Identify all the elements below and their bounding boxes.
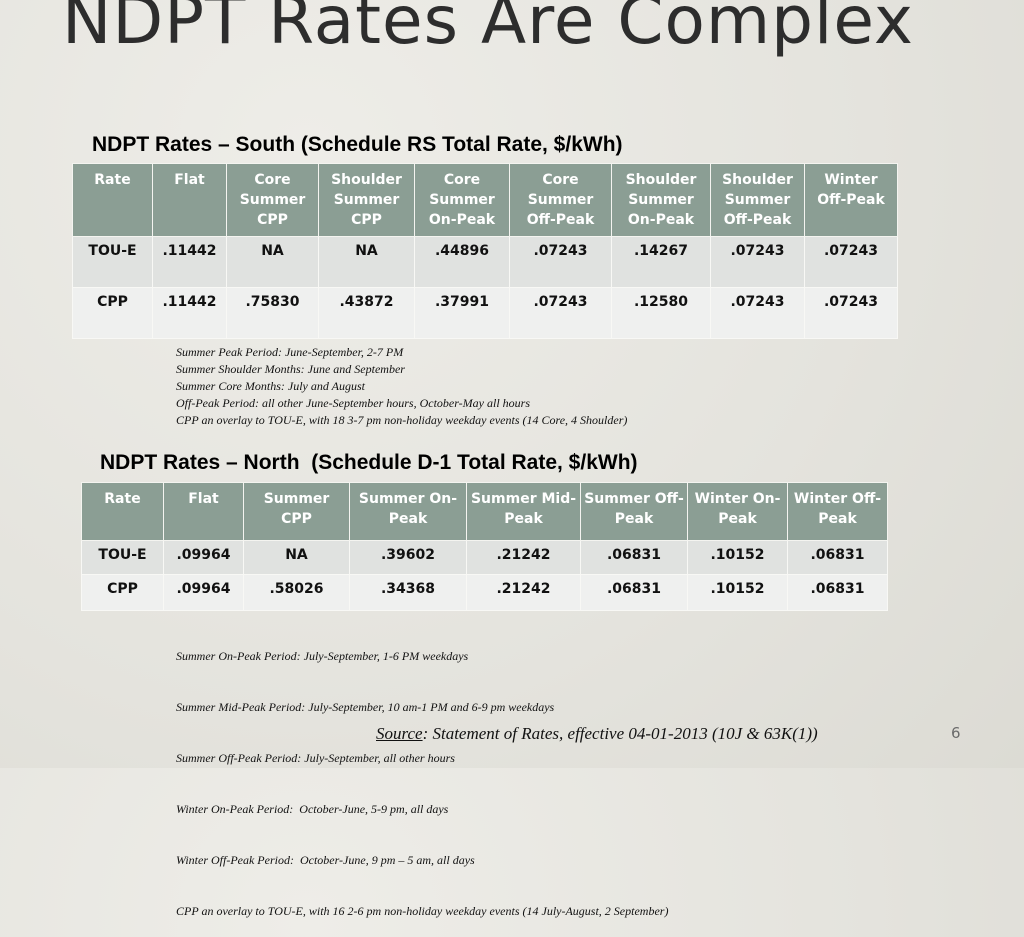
table-cell: .07243 bbox=[710, 287, 805, 339]
note-line: Summer Shoulder Months: June and Septemb… bbox=[176, 362, 405, 376]
note-line: Summer Core Months: July and August bbox=[176, 379, 365, 393]
column-header: Rate bbox=[72, 163, 153, 237]
column-header: Winter On-Peak bbox=[687, 482, 788, 541]
column-header: Shoulder Summer CPP bbox=[318, 163, 415, 237]
table-header-row: Rate Flat Core Summer CPP Shoulder Summe… bbox=[72, 163, 898, 237]
column-header: Summer Mid-Peak bbox=[466, 482, 581, 541]
table-cell: .07243 bbox=[804, 287, 898, 339]
column-header: Summer Off-Peak bbox=[580, 482, 688, 541]
column-header: Shoulder Summer On-Peak bbox=[611, 163, 711, 237]
table-cell: .06831 bbox=[787, 540, 888, 575]
table-cell: .06831 bbox=[787, 574, 888, 611]
north-rate-notes: Summer On-Peak Period: July-September, 1… bbox=[176, 614, 668, 937]
table-cell: .09964 bbox=[163, 540, 244, 575]
column-header: Summer On-Peak bbox=[349, 482, 467, 541]
table-cell: .44896 bbox=[414, 236, 510, 288]
note-line: Summer Mid-Peak Period: July-September, … bbox=[176, 700, 555, 714]
slide-title: NDPT Rates Are Complex bbox=[62, 0, 914, 59]
south-rates-heading: NDPT Rates – South (Schedule RS Total Ra… bbox=[92, 133, 623, 156]
page-number: 6 bbox=[951, 724, 961, 742]
table-cell: .43872 bbox=[318, 287, 415, 339]
note-line: Winter Off-Peak Period: October-June, 9 … bbox=[176, 853, 475, 867]
note-line: Summer On-Peak Period: July-September, 1… bbox=[176, 649, 469, 663]
table-cell: CPP bbox=[81, 574, 164, 611]
table-cell: .39602 bbox=[349, 540, 467, 575]
column-header: Core Summer On-Peak bbox=[414, 163, 510, 237]
source-label: Source bbox=[376, 724, 423, 743]
table-cell: NA bbox=[226, 236, 319, 288]
table-cell: .06831 bbox=[580, 540, 688, 575]
table-cell: .12580 bbox=[611, 287, 711, 339]
column-header: Rate bbox=[81, 482, 164, 541]
table-cell: NA bbox=[318, 236, 415, 288]
table-row: CPP .09964 .58026 .34368 .21242 .06831 .… bbox=[81, 574, 888, 611]
source-text: : Statement of Rates, effective 04-01-20… bbox=[422, 724, 818, 743]
table-row: TOU-E .11442 NA NA .44896 .07243 .14267 … bbox=[72, 236, 898, 288]
column-header: Core Summer Off-Peak bbox=[509, 163, 612, 237]
table-cell: CPP bbox=[72, 287, 153, 339]
table-cell: .07243 bbox=[804, 236, 898, 288]
table-cell: TOU-E bbox=[81, 540, 164, 575]
south-rate-notes: Summer Peak Period: June-September, 2-7 … bbox=[176, 344, 627, 429]
table-cell: TOU-E bbox=[72, 236, 153, 288]
table-cell: .21242 bbox=[466, 540, 581, 575]
north-rates-table: Rate Flat Summer CPP Summer On-Peak Summ… bbox=[81, 482, 888, 611]
note-line: Winter On-Peak Period: October-June, 5-9… bbox=[176, 802, 449, 816]
table-cell: .06831 bbox=[580, 574, 688, 611]
south-rates-table: Rate Flat Core Summer CPP Shoulder Summe… bbox=[72, 163, 898, 339]
source-citation: Source: Statement of Rates, effective 04… bbox=[376, 724, 818, 744]
column-header: Flat bbox=[152, 163, 227, 237]
column-header: Shoulder Summer Off-Peak bbox=[710, 163, 805, 237]
note-line: Summer Off-Peak Period: July-September, … bbox=[176, 751, 455, 765]
note-line: Summer Peak Period: June-September, 2-7 … bbox=[176, 345, 404, 359]
table-cell: .07243 bbox=[509, 287, 612, 339]
table-row: TOU-E .09964 NA .39602 .21242 .06831 .10… bbox=[81, 540, 888, 575]
table-cell: .09964 bbox=[163, 574, 244, 611]
column-header: Winter Off-Peak bbox=[787, 482, 888, 541]
table-cell: .10152 bbox=[687, 574, 788, 611]
table-header-row: Rate Flat Summer CPP Summer On-Peak Summ… bbox=[81, 482, 888, 541]
table-cell: .11442 bbox=[152, 287, 227, 339]
table-cell: .07243 bbox=[710, 236, 805, 288]
table-cell: .58026 bbox=[243, 574, 350, 611]
table-cell: .10152 bbox=[687, 540, 788, 575]
table-cell: .34368 bbox=[349, 574, 467, 611]
note-line: CPP an overlay to TOU-E, with 16 2-6 pm … bbox=[176, 904, 669, 918]
note-line: CPP an overlay to TOU-E, with 18 3-7 pm … bbox=[176, 413, 628, 427]
table-cell: NA bbox=[243, 540, 350, 575]
note-line: Off-Peak Period: all other June-Septembe… bbox=[176, 396, 531, 410]
table-row: CPP .11442 .75830 .43872 .37991 .07243 .… bbox=[72, 287, 898, 339]
column-header: Winter Off-Peak bbox=[804, 163, 898, 237]
table-cell: .75830 bbox=[226, 287, 319, 339]
column-header: Summer CPP bbox=[243, 482, 350, 541]
table-cell: .14267 bbox=[611, 236, 711, 288]
table-cell: .07243 bbox=[509, 236, 612, 288]
north-rates-heading: NDPT Rates – North (Schedule D-1 Total R… bbox=[100, 451, 638, 474]
table-cell: .21242 bbox=[466, 574, 581, 611]
column-header: Flat bbox=[163, 482, 244, 541]
column-header: Core Summer CPP bbox=[226, 163, 319, 237]
table-cell: .11442 bbox=[152, 236, 227, 288]
table-cell: .37991 bbox=[414, 287, 510, 339]
